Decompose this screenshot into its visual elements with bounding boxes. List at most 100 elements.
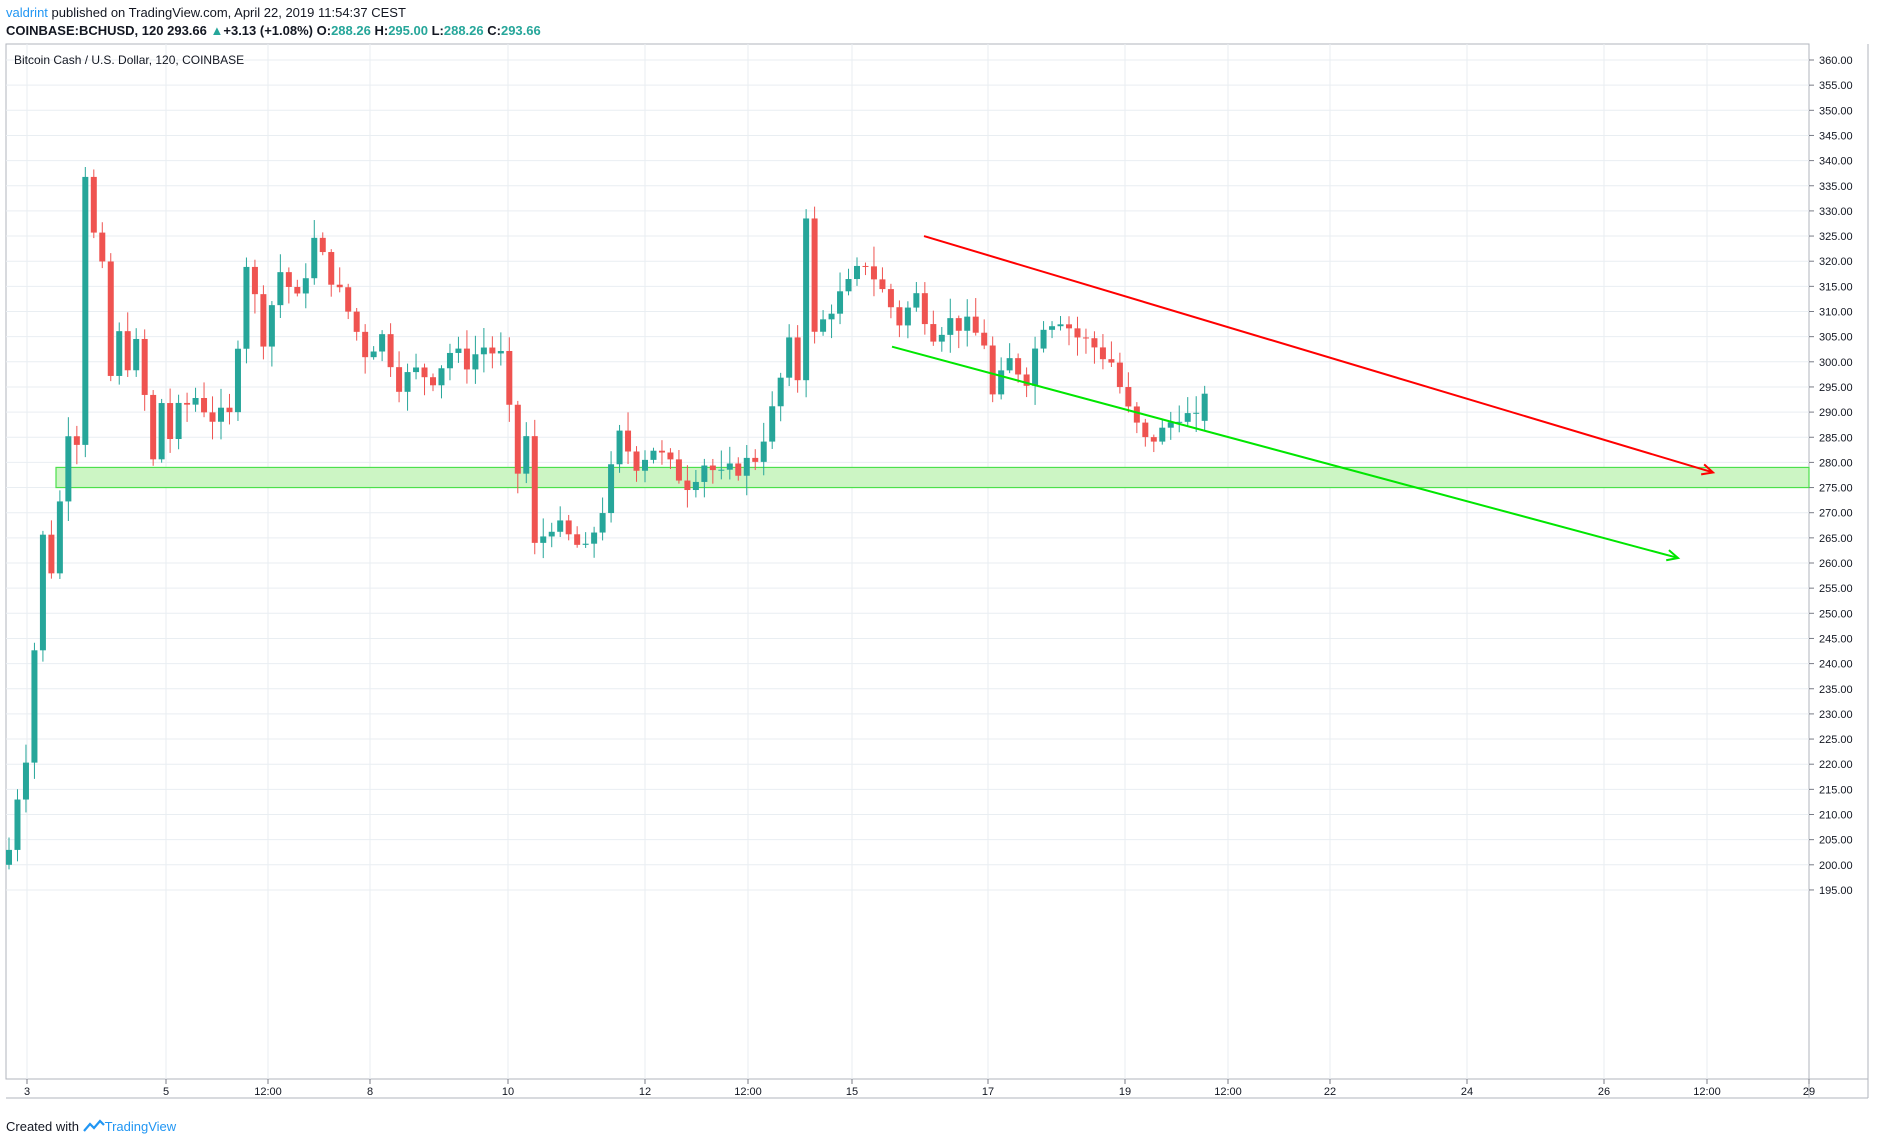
open-value: 288.26: [331, 23, 371, 38]
price-tick-label: 250.00: [1819, 608, 1853, 620]
candle-body: [709, 465, 716, 471]
time-tick-label: 12:00: [254, 1086, 282, 1098]
author-link[interactable]: valdrint: [6, 5, 48, 20]
candle-body: [786, 337, 793, 378]
candle-body: [514, 404, 521, 474]
low-value: 288.26: [443, 23, 484, 38]
price-tick-label: 295.00: [1819, 382, 1853, 394]
last-price: 293.66: [167, 23, 207, 38]
candle-body: [294, 286, 301, 294]
candle-body: [1201, 393, 1208, 421]
candle-body: [1184, 413, 1191, 422]
candle-body: [837, 291, 844, 314]
time-tick-label: 26: [1598, 1086, 1610, 1098]
candle-body: [175, 402, 182, 440]
created-with-label: Created with: [6, 1119, 79, 1134]
price-tick-label: 255.00: [1819, 583, 1853, 595]
price-tick-label: 270.00: [1819, 508, 1853, 520]
candle-body: [591, 532, 598, 544]
candle-body: [1066, 324, 1072, 329]
candle-body: [777, 377, 784, 407]
candle-body: [260, 294, 267, 347]
candle-body: [735, 463, 742, 476]
candle-body: [845, 279, 852, 292]
candle-body: [243, 266, 250, 349]
candle-body: [599, 513, 606, 533]
candle-body: [582, 543, 589, 545]
price-tick-label: 200.00: [1819, 860, 1853, 872]
candle-body: [1176, 421, 1183, 423]
support-line: [891, 345, 1679, 559]
candle-body: [1091, 338, 1098, 348]
price-tick-label: 215.00: [1819, 784, 1853, 796]
candle-body: [48, 534, 55, 574]
candle-body: [650, 450, 657, 460]
price-axis[interactable]: 360.00 355.00 350.00 345.00 340.00 335.00 330.…: [1809, 55, 1853, 897]
price-tick-label: 335.00: [1819, 181, 1853, 193]
candle-body: [1057, 324, 1064, 327]
price-tick-label: 245.00: [1819, 633, 1853, 645]
candle-body: [718, 469, 725, 471]
candle-body: [964, 316, 971, 331]
candle-body: [633, 451, 640, 471]
price-tick-label: 290.00: [1819, 407, 1853, 419]
candle-body: [972, 316, 979, 333]
candle-body: [616, 430, 623, 465]
candle-body: [82, 176, 89, 445]
candle-body: [218, 407, 224, 422]
candle-body: [404, 372, 411, 392]
close-label: C:: [487, 23, 501, 38]
low-label: L:: [431, 23, 444, 38]
price-tick-label: 325.00: [1819, 231, 1853, 243]
candle-body: [523, 436, 530, 474]
candle-body: [268, 305, 275, 347]
candle-body: [913, 293, 920, 308]
candle-body: [107, 261, 114, 376]
candle-body: [658, 450, 665, 453]
candle-body: [608, 464, 615, 514]
candle-body: [1023, 374, 1030, 386]
candle-body: [998, 370, 1005, 395]
footer: Created with TradingView: [6, 1119, 176, 1135]
price-tick-label: 220.00: [1819, 759, 1853, 771]
candle-body: [760, 441, 767, 462]
candle-body: [141, 338, 148, 395]
time-tick-label: 5: [163, 1086, 169, 1098]
candle-body: [1040, 329, 1047, 349]
price-tick-label: 330.00: [1819, 206, 1853, 218]
candle-body: [642, 459, 648, 471]
candle-body: [497, 350, 504, 354]
candle-body: [743, 457, 750, 476]
candle-body: [167, 403, 174, 440]
candle-body: [209, 412, 216, 422]
candle-body: [65, 436, 72, 502]
candle-body: [938, 334, 945, 342]
candle-body: [192, 398, 199, 405]
tradingview-logo-icon: [82, 1119, 105, 1132]
time-axis[interactable]: 3 5 12:00 8 10 12 12:00 15 17 19 12:00 22 24 26 12:00 2…: [24, 1079, 1815, 1098]
symbol-label: COINBASE:BCHUSD, 120: [6, 23, 164, 38]
price-tick-label: 300.00: [1819, 357, 1853, 369]
candle-body: [251, 266, 258, 295]
price-tick-label: 205.00: [1819, 835, 1853, 847]
time-tick-label: 22: [1324, 1086, 1336, 1098]
candle-body: [336, 284, 343, 288]
candle-body: [1193, 412, 1200, 414]
candle-body: [6, 849, 12, 865]
candle-body: [794, 337, 801, 381]
trend-lines: [891, 235, 1716, 562]
candle-body: [540, 536, 547, 543]
candle-body: [726, 463, 733, 470]
price-tick-label: 340.00: [1819, 156, 1853, 168]
candle-body: [472, 354, 479, 370]
candle-body: [531, 436, 538, 543]
candle-body: [1167, 422, 1174, 428]
candle-body: [811, 218, 818, 332]
price-tick-label: 355.00: [1819, 80, 1853, 92]
candle-body: [226, 407, 233, 413]
tradingview-brand-link[interactable]: TradingView: [104, 1119, 177, 1134]
candle-body: [701, 465, 708, 482]
candle-body: [438, 368, 445, 386]
candle-body: [1082, 337, 1089, 339]
